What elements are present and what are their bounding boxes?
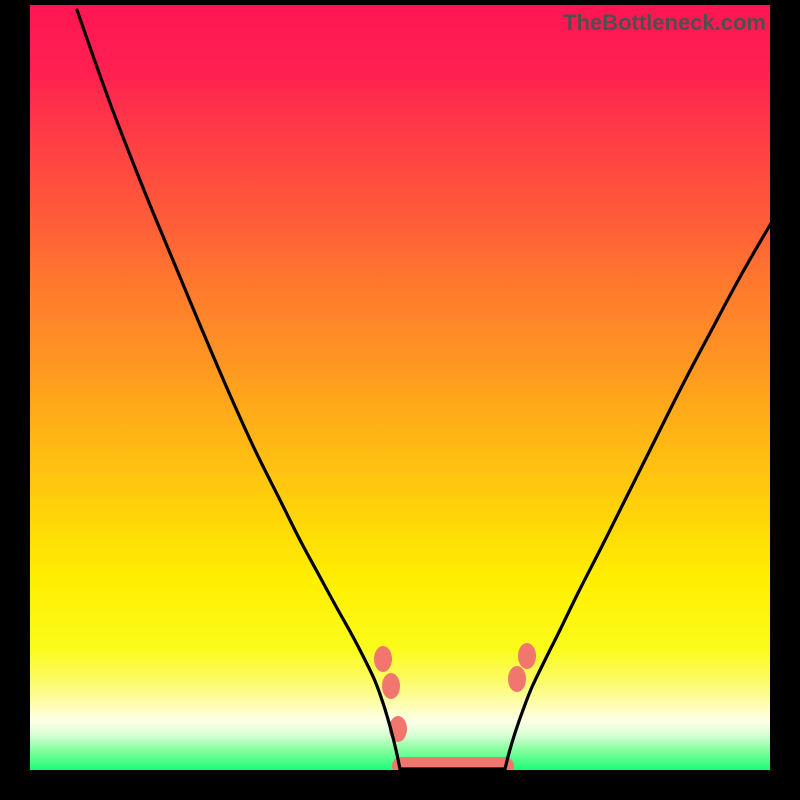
plot-area	[30, 5, 770, 770]
watermark-text: TheBottleneck.com	[563, 10, 766, 36]
chart-svg	[30, 5, 770, 770]
chart-container: TheBottleneck.com	[0, 0, 800, 800]
curve-marker	[508, 666, 526, 692]
marker-group	[374, 643, 536, 770]
curve-marker	[518, 643, 536, 669]
curve-marker	[374, 646, 392, 672]
curve-marker	[382, 673, 400, 699]
left-bottleneck-curve	[77, 10, 400, 769]
right-bottleneck-curve	[505, 178, 770, 769]
